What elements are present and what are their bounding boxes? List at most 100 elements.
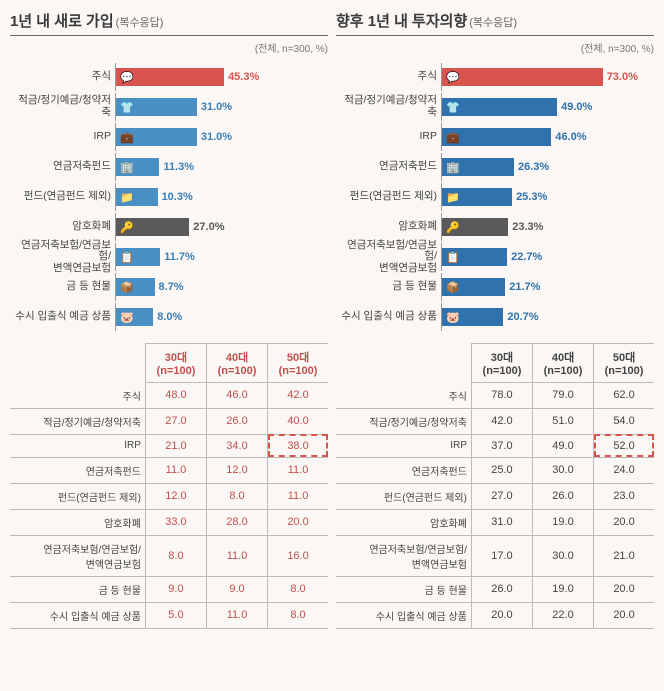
table-row: 적금/정기예금/청약저축27.026.040.0 [10, 408, 328, 434]
table-row: 연금저축펀드25.030.024.0 [336, 457, 654, 483]
bar-row: IRP💼46.0% [336, 123, 654, 151]
table-cell: 42.0 [268, 383, 328, 409]
bar-label: IRP [10, 131, 115, 143]
bar-label: 금 등 현물 [336, 281, 441, 293]
bar-row: 연금저축보험/연금보험/변액연금보험📋11.7% [10, 243, 328, 271]
category-icon: 📦 [442, 278, 464, 296]
bar-area: 💼31.0% [116, 128, 328, 146]
bar-value: 26.3% [518, 161, 549, 173]
category-icon: 📋 [116, 248, 138, 266]
bar-value: 27.0% [193, 221, 224, 233]
left-title: 1년 내 새로 가입 [10, 10, 114, 31]
left-chart: 주식💬45.3%적금/정기예금/청약저축👕31.0%IRP💼31.0%연금저축펀… [10, 63, 328, 331]
table-cell: 12.0 [206, 457, 267, 483]
row-label: IRP [10, 434, 145, 457]
bar-value: 21.7% [509, 281, 540, 293]
bar [138, 278, 155, 296]
table-row: 적금/정기예금/청약저축42.051.054.0 [336, 408, 654, 434]
bar [464, 128, 551, 146]
table-cell: 8.0 [145, 535, 206, 576]
bar-row: 주식💬45.3% [10, 63, 328, 91]
table-cell: 33.0 [145, 509, 206, 535]
category-icon: 💼 [442, 128, 464, 146]
bar-label: 수시 입출식 예금 상품 [336, 311, 441, 323]
bar-label: 암호화폐 [10, 221, 115, 233]
bar [138, 248, 160, 266]
bar-value: 11.3% [163, 161, 194, 173]
bar-value: 31.0% [201, 101, 232, 113]
bar-label: 적금/정기예금/청약저축 [10, 95, 115, 118]
bar-row: 펀드(연금펀드 제외)📁25.3% [336, 183, 654, 211]
table-cell: 17.0 [471, 535, 532, 576]
bar-value: 8.7% [159, 281, 184, 293]
bar-label: 펀드(연금펀드 제외) [336, 191, 441, 203]
row-label: 펀드(연금펀드 제외) [10, 483, 145, 509]
bar-row: 금 등 현물📦 21.7% [336, 273, 654, 301]
bar-area: 🐷8.0% [116, 308, 328, 326]
table-cell: 19.0 [532, 576, 593, 602]
bar-label: 연금저축펀드 [10, 161, 115, 173]
category-icon: 💬 [442, 68, 464, 86]
table-cell: 16.0 [268, 535, 328, 576]
table-row: 주식48.046.042.0 [10, 383, 328, 409]
bar-area: 🔑 23.3% [442, 218, 654, 236]
table-cell: 79.0 [532, 383, 593, 409]
table-cell: 31.0 [471, 509, 532, 535]
table-cell: 8.0 [268, 602, 328, 628]
table-cell: 21.0 [145, 434, 206, 457]
bar-value: 22.7% [511, 251, 542, 263]
table-row: 수시 입출식 예금 상품20.022.020.0 [336, 602, 654, 628]
right-title-sub: (복수응답) [469, 14, 517, 30]
table-col-header: 40대(n=100) [532, 344, 593, 383]
table-cell: 9.0 [145, 576, 206, 602]
row-label: 주식 [336, 383, 471, 409]
table-cell: 9.0 [206, 576, 267, 602]
table-col-header: 30대(n=100) [145, 344, 206, 383]
table-col-header: 30대(n=100) [471, 344, 532, 383]
row-label: 연금저축보험/연금보험/변액연금보험 [10, 535, 145, 576]
table-cell: 11.0 [268, 457, 328, 483]
category-icon: 🐷 [442, 308, 464, 326]
row-label: 연금저축펀드 [10, 457, 145, 483]
right-table: 30대(n=100)40대(n=100)50대(n=100)주식78.079.0… [336, 343, 654, 629]
container: 1년 내 새로 가입 (복수응답) (전체, n=300, %) 주식💬45.3… [0, 0, 664, 639]
bar-area: 📁25.3% [442, 188, 654, 206]
table-cell: 46.0 [206, 383, 267, 409]
category-icon: 👕 [116, 98, 138, 116]
bar [138, 98, 197, 116]
bar-row: 수시 입출식 예금 상품🐷20.7% [336, 303, 654, 331]
bar-label: 암호화폐 [336, 221, 441, 233]
row-label: 수시 입출식 예금 상품 [336, 602, 471, 628]
row-label: 수시 입출식 예금 상품 [10, 602, 145, 628]
table-cell: 20.0 [594, 509, 654, 535]
table-cell: 20.0 [268, 509, 328, 535]
bar-row: 암호화폐🔑27.0% [10, 213, 328, 241]
category-icon: 🔑 [442, 218, 464, 236]
table-cell: 42.0 [471, 408, 532, 434]
category-icon: 📁 [116, 188, 138, 206]
table-cell: 20.0 [594, 576, 654, 602]
table-cell: 20.0 [594, 602, 654, 628]
bar-label: 연금저축보험/연금보험/변액연금보험 [10, 240, 115, 275]
bar-row: 연금저축펀드🏢11.3% [10, 153, 328, 181]
right-title-row: 향후 1년 내 투자의향 (복수응답) [336, 10, 654, 36]
bar-area: 📦 8.7% [116, 278, 328, 296]
table-cell: 54.0 [594, 408, 654, 434]
bar [464, 158, 514, 176]
bar-value: 73.0% [607, 71, 638, 83]
bar-value: 8.0% [157, 311, 182, 323]
right-chart: 주식💬73.0%적금/정기예금/청약저축👕49.0%IRP💼46.0%연금저축펀… [336, 63, 654, 331]
right-panel: 향후 1년 내 투자의향 (복수응답) (전체, n=300, %) 주식💬73… [336, 10, 654, 629]
bar-area: 🏢11.3% [116, 158, 328, 176]
bar-label: 주식 [336, 71, 441, 83]
category-icon: 📁 [442, 188, 464, 206]
bar-row: IRP💼31.0% [10, 123, 328, 151]
bar-row: 펀드(연금펀드 제외)📁10.3% [10, 183, 328, 211]
bar-area: 🔑27.0% [116, 218, 328, 236]
bar-area: 📋22.7% [442, 248, 654, 266]
bar [464, 218, 508, 236]
bar-value: 45.3% [228, 71, 259, 83]
category-icon: 📦 [116, 278, 138, 296]
table-cell: 30.0 [532, 457, 593, 483]
bar-value: 23.3% [512, 221, 543, 233]
